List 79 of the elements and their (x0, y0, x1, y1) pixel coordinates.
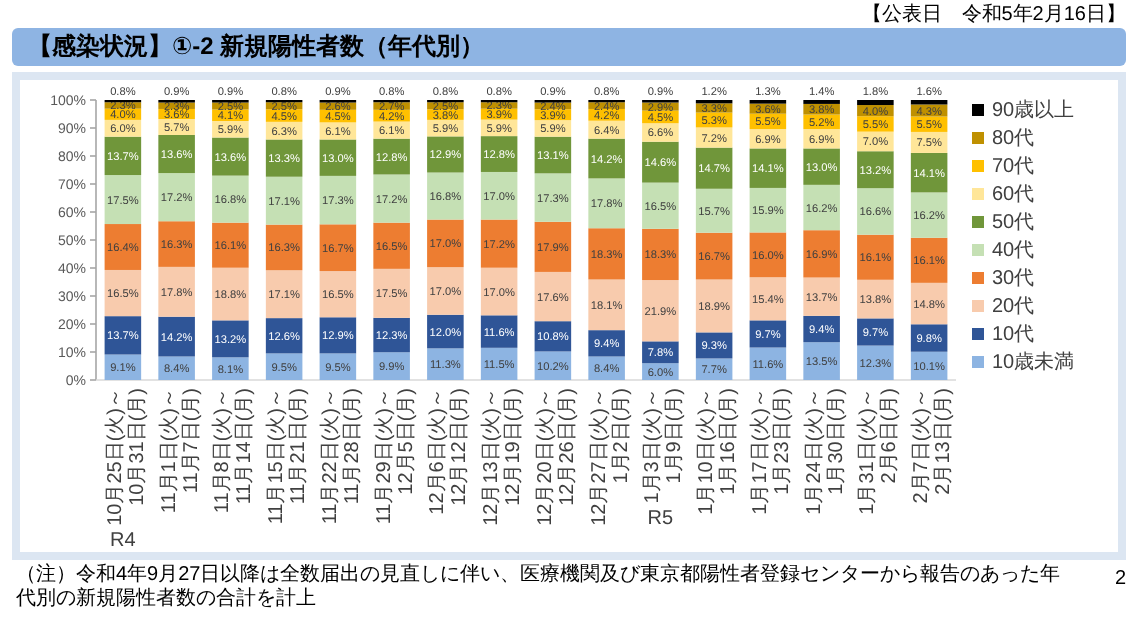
bar (803, 148, 840, 185)
category-label: 1月3日(火)～ 1月9日(月) R5 (642, 388, 687, 530)
bar (158, 135, 195, 174)
bar (212, 267, 249, 321)
bar (104, 175, 142, 225)
bar (534, 173, 572, 222)
bar (857, 151, 894, 189)
bar (480, 171, 518, 220)
chart-title: 【感染状況】①-2 新規陽性者数（年代別） (12, 28, 1126, 66)
x-tick-label: 1月31日(火)～ 2月6日(月) (855, 388, 902, 515)
bar (480, 219, 518, 268)
bar (857, 188, 894, 235)
legend-label: 10代 (992, 324, 1035, 346)
x-tick-label: 11月8日(火)～ 11月14日(月) (210, 388, 257, 514)
bar (857, 234, 894, 280)
bar (265, 270, 303, 319)
bar (695, 279, 733, 333)
x-tick-label: 11月1日(火)～ 11月7日(月) (156, 388, 203, 514)
bar (212, 222, 249, 268)
bar (857, 100, 894, 106)
text: （注）令和4年9月27日以降は全数届出の見直しに伴い、医療機関及び東京都陽性者登録センターから報告のあった年代別の新規陽性者数の合計を計上 (16, 564, 1063, 612)
legend-label: 60代 (992, 184, 1035, 206)
x-tick-label: 12月20日(火)～ 12月26日(月) (532, 388, 579, 526)
bar (803, 184, 840, 231)
bar (427, 348, 464, 380)
bar (427, 172, 464, 220)
bar (910, 192, 948, 238)
x-tick-label: 1月17日(火)～ 1月23日(月) (747, 388, 794, 515)
bar (588, 178, 625, 229)
x-tick-label: 2月7日(火)～ 2月13日(月) (909, 388, 956, 504)
x-tick-label: 1月10日(火)～ 1月16日(月) (694, 388, 741, 515)
bar (642, 182, 679, 229)
bar (158, 221, 195, 267)
bar (158, 266, 195, 317)
bar (212, 175, 249, 223)
bar (803, 230, 840, 278)
bar (373, 174, 410, 223)
bar (588, 228, 625, 280)
x-tick-label: 12月27日(火)～ 1月2日(月) (586, 388, 633, 526)
text: 2 (1114, 568, 1126, 590)
bar (588, 279, 625, 331)
x-tick-label: 11月29日(火)～ 12月5日(月) (371, 388, 418, 525)
x-tick-label: 11月22日(火)～ 11月28日(月) (317, 388, 364, 525)
bar (534, 221, 572, 272)
bar (695, 188, 733, 233)
legend-label: 40代 (992, 240, 1035, 262)
bar (427, 267, 464, 315)
bar (427, 136, 464, 173)
bar (534, 271, 572, 322)
bar (427, 219, 464, 268)
bar (158, 173, 195, 222)
bar (212, 137, 249, 176)
bar (642, 141, 679, 183)
bar (910, 237, 948, 283)
bar (319, 224, 357, 272)
bar (373, 268, 410, 318)
bar (857, 318, 894, 346)
bar (265, 176, 303, 225)
bar (749, 148, 787, 188)
bar (803, 342, 840, 380)
bar (642, 280, 679, 342)
legend-label: 90歳以上 (992, 98, 1075, 122)
bar (642, 228, 679, 281)
text: 【公表日 令和5年2月16日】 (861, 1, 1126, 28)
legend-label: 20代 (992, 296, 1035, 318)
legend-label: 30代 (992, 268, 1035, 290)
x-tick-label: 12月6日(火)～ 12月12日(月) (425, 388, 472, 515)
bar (104, 316, 142, 355)
x-tick-label: 12月13日(火)～ 12月19日(月) (479, 388, 526, 526)
legend-label: 70代 (992, 156, 1035, 178)
legend-label: 50代 (992, 212, 1035, 234)
bar (803, 277, 840, 316)
x-tick-label: 10月25日(火)～ 10月31日(月) R4 (102, 388, 149, 552)
legend-label: 80代 (992, 128, 1035, 150)
x-tick-label: 11月15日(火)～ 11月21日(月) (264, 388, 311, 525)
legend-label: 10歳未満 (992, 350, 1075, 374)
x-tick-label: 1月24日(火)～ 1月30日(月) (801, 388, 848, 515)
bar (373, 222, 410, 269)
bar (212, 320, 249, 358)
